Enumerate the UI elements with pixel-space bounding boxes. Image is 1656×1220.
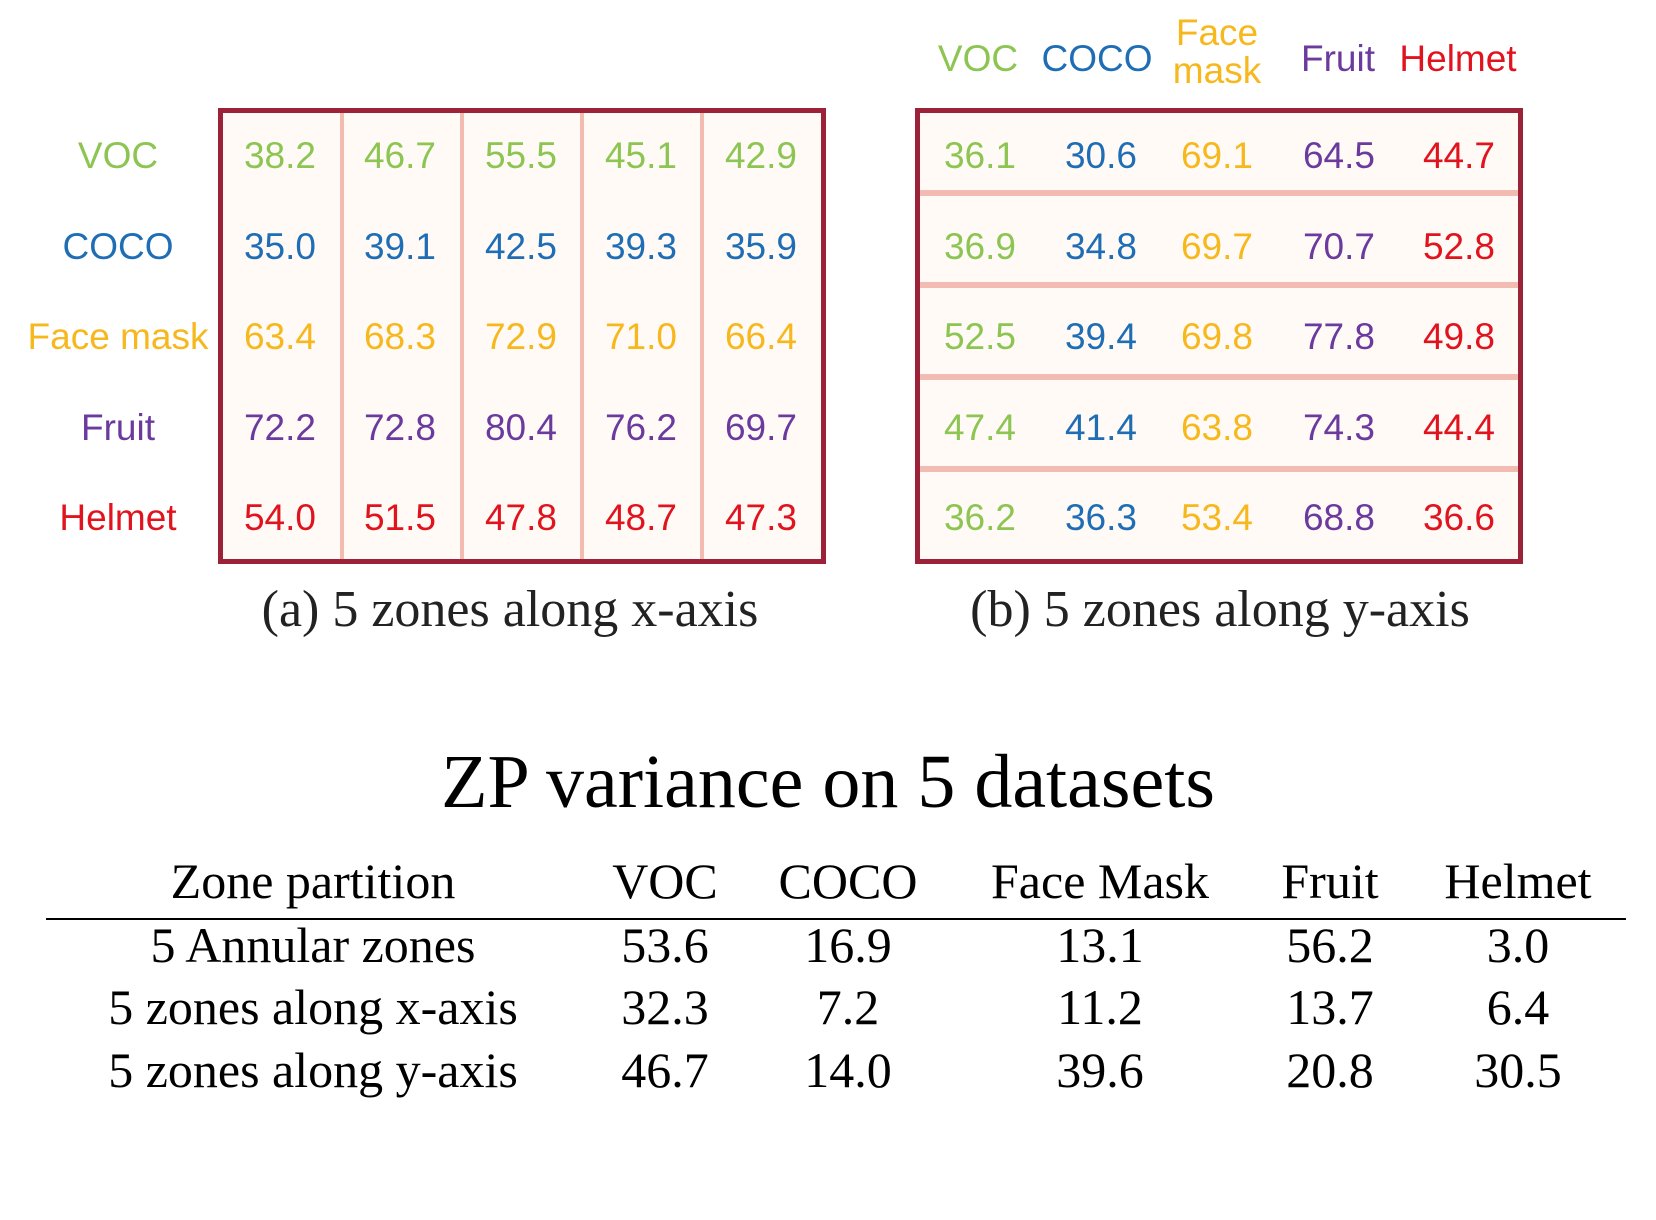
table-cell: 11.2 xyxy=(1057,979,1143,1035)
row-separator xyxy=(920,466,1518,472)
panel-a-cell: 46.7 xyxy=(363,135,436,176)
col-header-face-mask: Face mask xyxy=(1172,12,1262,91)
panel-a-cell: 39.3 xyxy=(604,226,677,267)
panel-b-cell: 30.6 xyxy=(1064,135,1137,176)
row-label-voc: VOC xyxy=(77,135,159,176)
panel-a-cell: 72.8 xyxy=(363,407,436,448)
table-header-cell: COCO xyxy=(778,853,918,909)
panel-a-grid: 38.2 46.7 55.5 45.1 42.9 35.0 39.1 42.5 39.3 35.9… xyxy=(218,108,826,564)
row-label-face-mask: Face mask xyxy=(27,316,209,357)
row-separator xyxy=(920,282,1518,288)
panel-b-cell: 36.6 xyxy=(1422,497,1495,538)
panel-b-caption: (b) 5 zones along y-axis xyxy=(970,581,1470,638)
panel-b-cell: 52.8 xyxy=(1422,226,1495,267)
col-header-fruit: Fruit xyxy=(1301,38,1375,79)
panel-a-cell: 42.9 xyxy=(724,135,797,176)
table-cell: 7.2 xyxy=(816,979,880,1035)
panel-b-cell: 64.5 xyxy=(1302,135,1375,176)
panel-b-cell: 69.8 xyxy=(1180,316,1253,357)
col-header-coco: COCO xyxy=(1041,38,1153,79)
panel-a-cell: 69.7 xyxy=(724,407,797,448)
panel-b-cell: 44.4 xyxy=(1422,407,1495,448)
column-separator xyxy=(700,113,704,559)
panel-a-cell: 51.5 xyxy=(363,497,436,538)
col-header-helmet: Helmet xyxy=(1399,38,1517,79)
panel-a-cell: 54.0 xyxy=(243,497,316,538)
panel-b-cell: 39.4 xyxy=(1064,316,1137,357)
panel-b-grid: 36.1 30.6 69.1 64.5 44.7 36.9 34.8 69.7 70.7 52.8… xyxy=(915,108,1523,564)
panel-a-cell: 38.2 xyxy=(243,135,316,176)
table-header-cell: Zone partition xyxy=(170,853,456,909)
table-cell: 20.8 xyxy=(1286,1042,1374,1098)
panel-a-cell: 39.1 xyxy=(363,226,436,267)
panel-b-cell: 53.4 xyxy=(1180,497,1253,538)
table-header-cell: VOC xyxy=(612,853,718,909)
panel-a-cell: 80.4 xyxy=(484,407,557,448)
panel-a-cell: 45.1 xyxy=(604,135,677,176)
panel-b-cell: 34.8 xyxy=(1064,226,1137,267)
table-cell: 14.0 xyxy=(804,1042,892,1098)
table-cell: 39.6 xyxy=(1056,1042,1144,1098)
panel-b-cell: 49.8 xyxy=(1422,316,1495,357)
table-header-cell: Fruit xyxy=(1281,853,1379,909)
table-header-cell: Helmet xyxy=(1444,853,1592,909)
table-cell: 3.0 xyxy=(1486,917,1550,973)
panel-a-cell: 63.4 xyxy=(243,316,316,357)
column-separator xyxy=(340,113,344,559)
table-cell: 13.7 xyxy=(1286,979,1374,1035)
panel-a-cell: 72.2 xyxy=(243,407,316,448)
panel-a-cell: 47.8 xyxy=(484,497,557,538)
table-cell: 56.2 xyxy=(1286,917,1374,973)
table-row-label: 5 Annular zones xyxy=(150,917,476,973)
panel-b-cell: 69.1 xyxy=(1180,135,1253,176)
panel-b-cell: 36.3 xyxy=(1064,497,1137,538)
panel-b-cell: 44.7 xyxy=(1422,135,1495,176)
table-cell: 32.3 xyxy=(621,979,709,1035)
variance-table-title: ZP variance on 5 datasets xyxy=(441,740,1215,824)
panel-a-cell: 76.2 xyxy=(604,407,677,448)
panel-a-cell: 55.5 xyxy=(484,135,557,176)
panel-b-cell: 41.4 xyxy=(1064,407,1137,448)
table-cell: 6.4 xyxy=(1486,979,1550,1035)
panel-b-cell: 47.4 xyxy=(943,407,1016,448)
panel-b-cell: 36.2 xyxy=(943,497,1016,538)
row-separator xyxy=(920,374,1518,380)
table-cell: 13.1 xyxy=(1056,917,1144,973)
table-header-rule xyxy=(46,918,1626,920)
panel-a-cell: 72.9 xyxy=(484,316,557,357)
table-row-label: 5 zones along y-axis xyxy=(108,1042,518,1098)
row-label-helmet: Helmet xyxy=(59,497,177,538)
column-separator xyxy=(460,113,464,559)
panel-a-cell: 47.3 xyxy=(724,497,797,538)
panel-a-cell: 71.0 xyxy=(604,316,677,357)
row-label-coco: COCO xyxy=(62,226,174,267)
panel-b-cell: 36.1 xyxy=(943,135,1016,176)
table-row-label: 5 zones along x-axis xyxy=(108,979,518,1035)
table-cell: 16.9 xyxy=(804,917,892,973)
panel-a-caption: (a) 5 zones along x-axis xyxy=(261,581,759,638)
panel-b-cell: 52.5 xyxy=(943,316,1016,357)
row-label-fruit: Fruit xyxy=(81,407,155,448)
panel-b-cell: 63.8 xyxy=(1180,407,1253,448)
table-header-cell: Face Mask xyxy=(991,853,1209,909)
panel-a-cell: 66.4 xyxy=(724,316,797,357)
panel-b-cell: 74.3 xyxy=(1302,407,1375,448)
panel-a-cell: 68.3 xyxy=(363,316,436,357)
panel-a-cell: 42.5 xyxy=(484,226,557,267)
panel-a-cell: 35.9 xyxy=(724,226,797,267)
table-cell: 53.6 xyxy=(621,917,709,973)
panel-a-cell: 48.7 xyxy=(604,497,677,538)
panel-b-cell: 36.9 xyxy=(943,226,1016,267)
panel-a-cell: 35.0 xyxy=(243,226,316,267)
table-cell: 30.5 xyxy=(1474,1042,1562,1098)
table-cell: 46.7 xyxy=(621,1042,709,1098)
column-separator xyxy=(580,113,584,559)
col-header-voc: VOC xyxy=(937,38,1019,79)
panel-b-cell: 77.8 xyxy=(1302,316,1375,357)
panel-b-cell: 69.7 xyxy=(1180,226,1253,267)
panel-b-cell: 68.8 xyxy=(1302,497,1375,538)
row-separator xyxy=(920,190,1518,196)
panel-b-cell: 70.7 xyxy=(1302,226,1375,267)
